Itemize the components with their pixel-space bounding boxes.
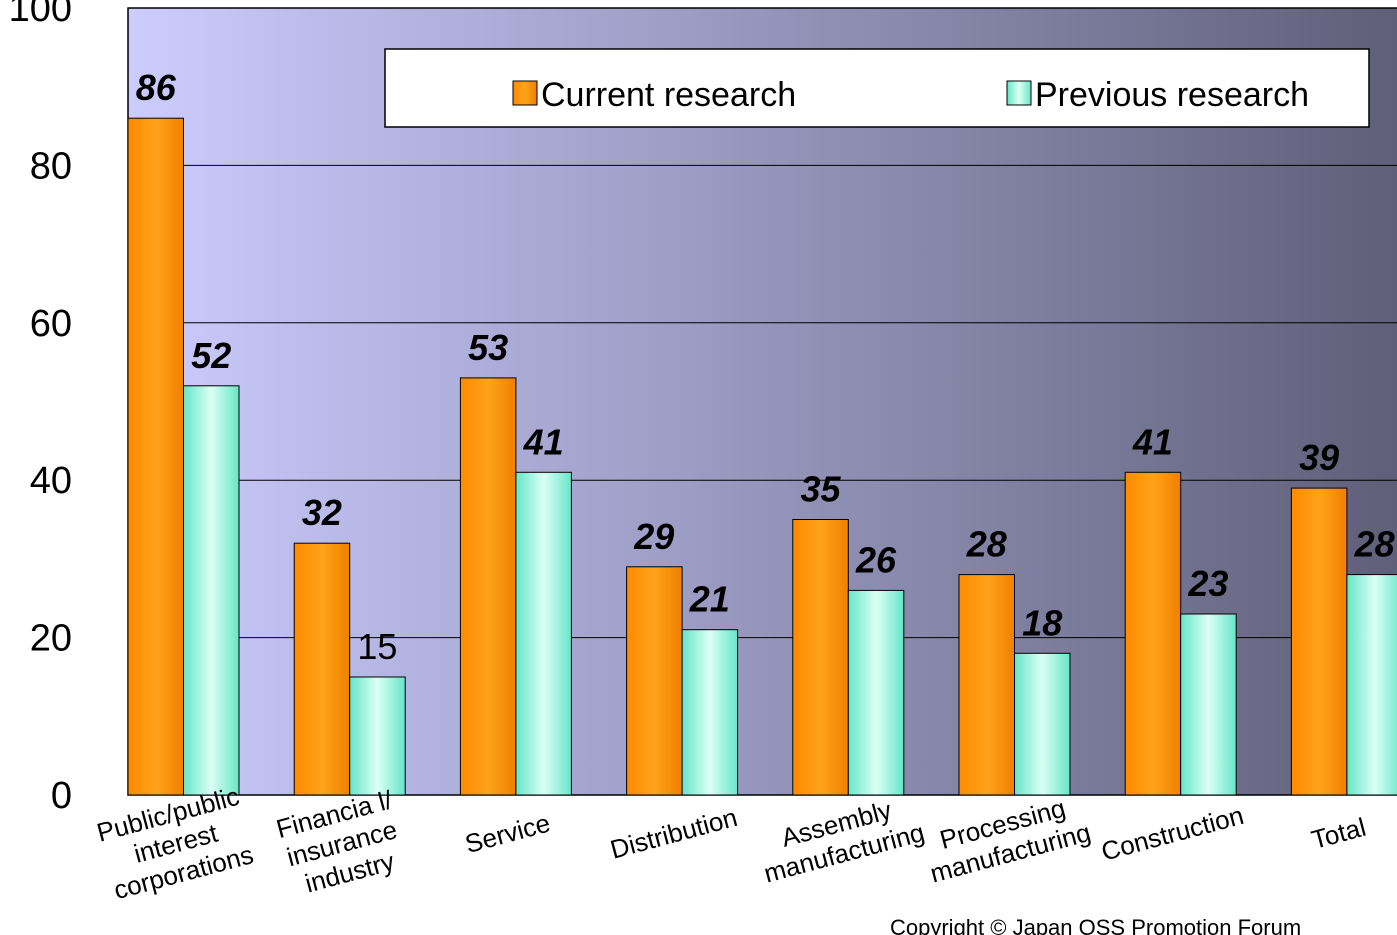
bar-current xyxy=(127,117,184,796)
data-label: 28 xyxy=(1354,524,1395,565)
x-tick-label-line: Construction xyxy=(1098,800,1247,867)
bar-previous xyxy=(1014,652,1071,796)
bar-current xyxy=(792,519,849,796)
copyright-text: Copyright © Japan OSS Promotion Forum xyxy=(890,915,1301,935)
y-tick-label: 60 xyxy=(30,303,72,345)
bar-previous xyxy=(847,589,905,796)
x-axis-ticks: Public/publicinterestcorporationsFinanci… xyxy=(94,781,1369,905)
bar-previous xyxy=(1180,613,1237,796)
data-label: 86 xyxy=(136,67,177,108)
x-tick-label-line: Total xyxy=(1308,812,1369,855)
y-tick-label: 80 xyxy=(30,145,72,187)
bar-previous xyxy=(349,676,406,796)
bar-current xyxy=(1124,471,1182,796)
x-tick-label-line: Distribution xyxy=(607,802,740,865)
legend: Current research Previous research xyxy=(384,48,1370,128)
x-tick-label: Service xyxy=(462,808,554,859)
bars xyxy=(127,117,1397,796)
y-tick-label: 40 xyxy=(30,460,72,502)
bar-current xyxy=(293,542,351,796)
data-label: 23 xyxy=(1187,563,1228,604)
legend-swatch-previous xyxy=(1006,80,1032,106)
data-label: 26 xyxy=(855,539,897,580)
data-label: 53 xyxy=(468,327,508,368)
y-tick-label: 0 xyxy=(51,775,72,817)
data-label: 39 xyxy=(1299,437,1339,478)
x-tick-label-line: Service xyxy=(462,808,554,859)
bar-current xyxy=(459,377,517,796)
bar-current xyxy=(626,566,683,796)
x-tick-label: Distribution xyxy=(607,802,740,865)
data-label: 29 xyxy=(633,516,674,557)
data-label: 41 xyxy=(523,421,564,462)
data-label: 32 xyxy=(302,492,342,533)
bar-previous xyxy=(515,471,572,796)
bar-previous xyxy=(681,629,739,796)
x-tick-label: Construction xyxy=(1098,800,1247,867)
data-label: 18 xyxy=(1022,602,1062,643)
legend-label-previous: Previous research xyxy=(1035,76,1309,114)
y-tick-label: 100 xyxy=(9,0,72,30)
y-axis-ticks: 0 20 40 60 80 100 xyxy=(9,0,72,817)
bar-previous xyxy=(183,385,240,796)
data-label: 41 xyxy=(1132,421,1173,462)
data-label: 52 xyxy=(191,335,231,376)
data-label: 28 xyxy=(966,524,1007,565)
data-labels: 86 52 32 15 53 41 29 21 35 26 28 18 41 23 39 28 xyxy=(136,67,1395,667)
x-tick-label: Total xyxy=(1308,812,1369,855)
bar-current xyxy=(958,574,1015,796)
bar-previous xyxy=(1346,574,1397,796)
legend-swatch-current xyxy=(512,80,538,106)
legend-box xyxy=(384,48,1370,128)
bar-current xyxy=(1290,487,1348,796)
data-label: 35 xyxy=(800,469,841,510)
data-label: 21 xyxy=(689,579,730,620)
y-tick-label: 20 xyxy=(30,618,72,660)
legend-label-current: Current research xyxy=(541,76,796,114)
data-label: 15 xyxy=(357,626,397,667)
